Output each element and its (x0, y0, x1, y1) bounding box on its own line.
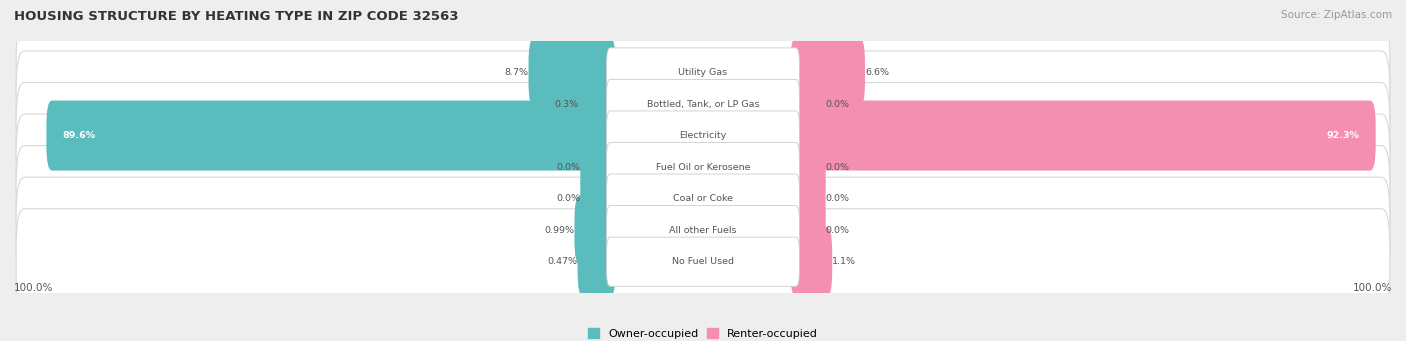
Text: Utility Gas: Utility Gas (679, 68, 727, 77)
Text: All other Fuels: All other Fuels (669, 226, 737, 235)
Legend: Owner-occupied, Renter-occupied: Owner-occupied, Renter-occupied (583, 324, 823, 341)
FancyBboxPatch shape (46, 101, 616, 170)
FancyBboxPatch shape (606, 48, 800, 97)
Text: 0.0%: 0.0% (557, 194, 581, 203)
FancyBboxPatch shape (15, 209, 1391, 315)
Text: Bottled, Tank, or LP Gas: Bottled, Tank, or LP Gas (647, 100, 759, 108)
FancyBboxPatch shape (790, 195, 825, 265)
FancyBboxPatch shape (15, 146, 1391, 252)
FancyBboxPatch shape (606, 237, 800, 286)
Text: 100.0%: 100.0% (1353, 283, 1392, 293)
Text: 89.6%: 89.6% (62, 131, 96, 140)
FancyBboxPatch shape (606, 111, 800, 160)
FancyBboxPatch shape (790, 132, 825, 202)
FancyBboxPatch shape (15, 177, 1391, 283)
FancyBboxPatch shape (15, 114, 1391, 220)
FancyBboxPatch shape (606, 143, 800, 192)
FancyBboxPatch shape (790, 101, 1375, 170)
Text: HOUSING STRUCTURE BY HEATING TYPE IN ZIP CODE 32563: HOUSING STRUCTURE BY HEATING TYPE IN ZIP… (14, 10, 458, 23)
FancyBboxPatch shape (790, 38, 865, 107)
FancyBboxPatch shape (790, 69, 825, 139)
Text: 0.0%: 0.0% (825, 194, 849, 203)
Text: 0.99%: 0.99% (544, 226, 575, 235)
Text: 0.0%: 0.0% (825, 226, 849, 235)
Text: 100.0%: 100.0% (14, 283, 53, 293)
Text: No Fuel Used: No Fuel Used (672, 257, 734, 266)
Text: 1.1%: 1.1% (832, 257, 856, 266)
FancyBboxPatch shape (15, 51, 1391, 157)
Text: Source: ZipAtlas.com: Source: ZipAtlas.com (1281, 10, 1392, 20)
FancyBboxPatch shape (606, 206, 800, 255)
Text: 0.47%: 0.47% (547, 257, 578, 266)
Text: 92.3%: 92.3% (1327, 131, 1360, 140)
Text: 0.0%: 0.0% (557, 163, 581, 172)
Text: 8.7%: 8.7% (505, 68, 529, 77)
FancyBboxPatch shape (606, 174, 800, 223)
Text: Fuel Oil or Kerosene: Fuel Oil or Kerosene (655, 163, 751, 172)
FancyBboxPatch shape (578, 227, 616, 297)
FancyBboxPatch shape (606, 79, 800, 129)
Text: 0.0%: 0.0% (825, 100, 849, 108)
Text: 6.6%: 6.6% (865, 68, 889, 77)
Text: 0.0%: 0.0% (825, 163, 849, 172)
FancyBboxPatch shape (790, 227, 832, 297)
FancyBboxPatch shape (579, 69, 616, 139)
FancyBboxPatch shape (529, 38, 616, 107)
FancyBboxPatch shape (15, 19, 1391, 125)
FancyBboxPatch shape (581, 164, 616, 234)
Text: Electricity: Electricity (679, 131, 727, 140)
Text: Coal or Coke: Coal or Coke (673, 194, 733, 203)
Text: 0.3%: 0.3% (554, 100, 579, 108)
FancyBboxPatch shape (790, 164, 825, 234)
FancyBboxPatch shape (575, 195, 616, 265)
FancyBboxPatch shape (581, 132, 616, 202)
FancyBboxPatch shape (15, 83, 1391, 189)
